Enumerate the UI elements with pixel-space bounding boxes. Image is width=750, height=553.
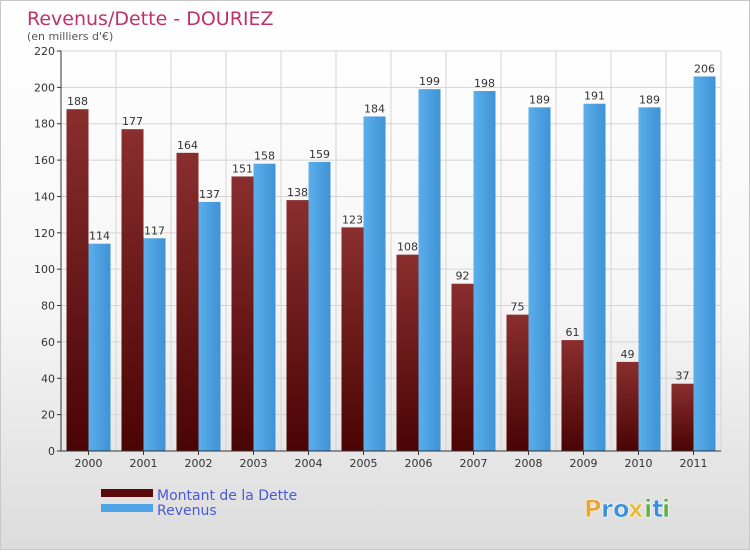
bar-revenus [528, 107, 551, 451]
data-label-revenus: 189 [639, 93, 660, 106]
x-tick-label: 2003 [240, 457, 268, 470]
data-label-revenus: 159 [309, 148, 330, 161]
bar-revenus [308, 161, 331, 451]
legend-swatch-debt [101, 489, 153, 497]
bar-revenus [473, 91, 496, 451]
legend-label-revenus: Revenus [157, 503, 217, 519]
data-label-debt: 123 [342, 213, 363, 226]
data-label-debt: 92 [456, 270, 470, 283]
logo-letter: t [652, 495, 663, 523]
y-tick-label: 40 [41, 372, 55, 385]
y-tick-label: 200 [34, 81, 55, 94]
logo-letter: r [601, 495, 613, 523]
x-tick-label: 2004 [295, 457, 323, 470]
logo-letter: P [584, 495, 602, 523]
data-label-debt: 188 [67, 95, 88, 108]
x-tick-label: 2002 [185, 457, 213, 470]
x-tick-label: 2011 [680, 457, 708, 470]
bar-debt [561, 340, 584, 451]
data-label-debt: 138 [287, 186, 308, 199]
bar-revenus [143, 238, 166, 451]
x-tick-label: 2006 [405, 457, 433, 470]
x-tick-label: 2005 [350, 457, 378, 470]
y-tick-label: 120 [34, 227, 55, 240]
data-label-revenus: 191 [584, 90, 605, 103]
data-label-debt: 75 [511, 301, 525, 314]
data-label-revenus: 117 [144, 224, 165, 237]
x-tick-label: 2007 [460, 457, 488, 470]
data-label-revenus: 137 [199, 188, 220, 201]
bar-revenus [638, 107, 661, 451]
bar-revenus [418, 89, 441, 451]
bar-revenus [583, 103, 606, 452]
bar-debt [286, 200, 309, 451]
bar-debt [451, 283, 474, 451]
logo-letter: o [613, 495, 630, 523]
data-label-debt: 49 [621, 348, 635, 361]
x-tick-label: 2009 [570, 457, 598, 470]
chart-title: Revenus/Dette - DOURIEZ [27, 8, 274, 30]
data-label-revenus: 184 [364, 102, 385, 115]
y-tick-label: 180 [34, 118, 55, 131]
bar-debt [231, 176, 254, 452]
data-label-revenus: 206 [694, 62, 715, 75]
bar-revenus [363, 116, 386, 452]
y-tick-label: 160 [34, 154, 55, 167]
data-label-debt: 177 [122, 115, 143, 128]
legend: Montant de la Dette Revenus [101, 488, 297, 519]
data-label-revenus: 158 [254, 150, 275, 163]
y-tick-label: 140 [34, 190, 55, 203]
bar-revenus [88, 243, 111, 451]
bar-debt [121, 129, 144, 451]
axes: 0 20 40 60 80 100 120 140 160 180 200 220 2000 2001 20… [34, 45, 721, 470]
chart-subtitle: (en milliers d'€) [27, 30, 113, 43]
bar-revenus [253, 163, 276, 451]
bar-debt [506, 314, 529, 451]
x-tick-label: 2000 [75, 457, 103, 470]
bar-debt [616, 361, 639, 451]
y-tick-label: 60 [41, 336, 55, 349]
data-label-debt: 151 [232, 162, 253, 175]
data-label-debt: 108 [397, 241, 418, 254]
data-label-revenus: 198 [474, 77, 495, 90]
bar-debt [66, 109, 89, 451]
y-tick-label: 220 [34, 45, 55, 58]
bar-debt [341, 227, 364, 451]
bar-revenus [198, 201, 221, 451]
data-label-debt: 37 [676, 370, 690, 383]
data-label-revenus: 189 [529, 93, 550, 106]
bar-debt [671, 383, 694, 451]
data-label-debt: 61 [566, 326, 580, 339]
logo-letter: x [628, 495, 644, 523]
logo-letter: i [662, 495, 670, 523]
data-label-revenus: 114 [89, 230, 110, 243]
legend-swatch-revenus [101, 504, 153, 512]
bar-debt [396, 254, 419, 451]
x-tick-label: 2008 [515, 457, 543, 470]
y-tick-label: 0 [48, 445, 55, 458]
data-label-revenus: 199 [419, 75, 440, 88]
bar-revenus [693, 76, 716, 452]
legend-label-debt: Montant de la Dette [157, 488, 297, 504]
data-label-debt: 164 [177, 139, 198, 152]
bar-debt [176, 152, 199, 451]
x-tick-label: 2001 [130, 457, 158, 470]
bars [66, 76, 716, 452]
y-tick-label: 80 [41, 300, 55, 313]
y-tick-label: 20 [41, 409, 55, 422]
x-tick-label: 2010 [625, 457, 653, 470]
logo-letter: i [644, 495, 652, 523]
y-tick-label: 100 [34, 263, 55, 276]
